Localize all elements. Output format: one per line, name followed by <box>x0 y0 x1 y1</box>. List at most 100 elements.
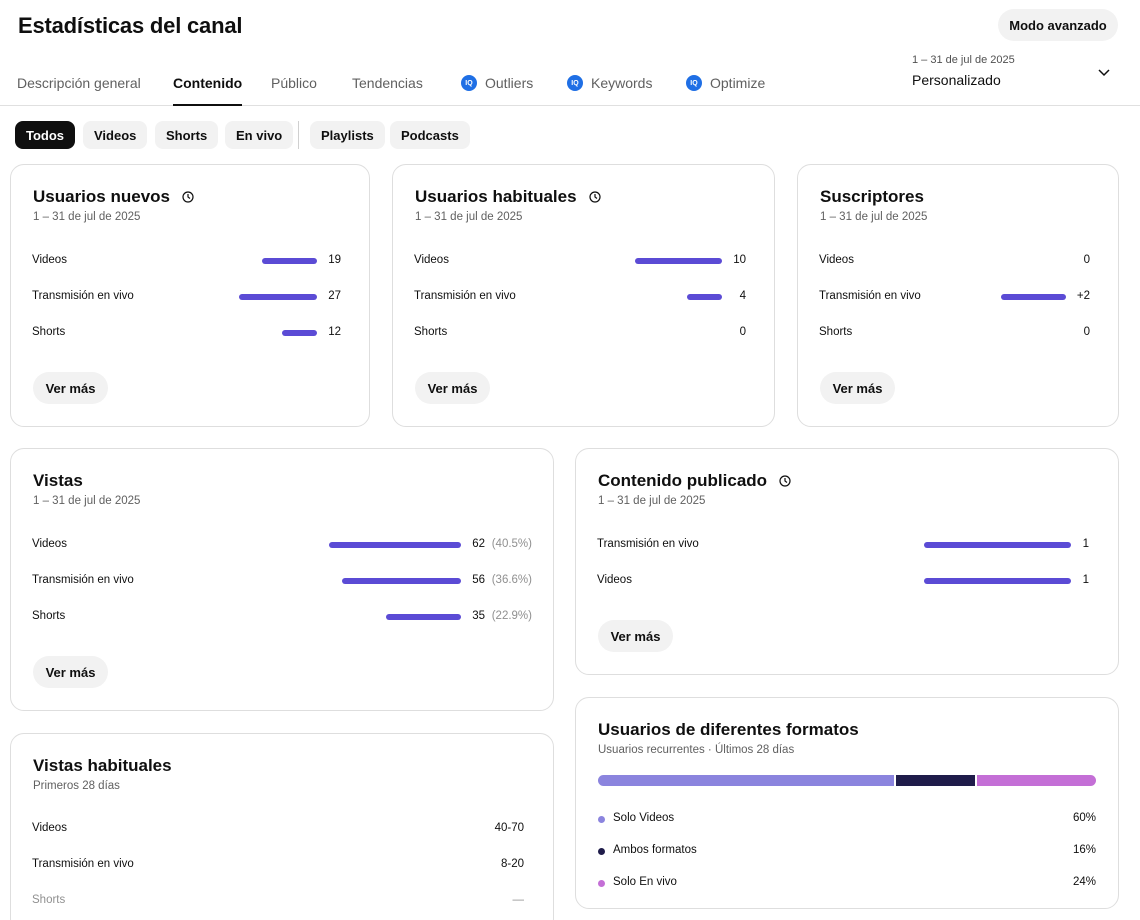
card-title: Vistas <box>33 471 83 491</box>
chip-en-vivo[interactable]: En vivo <box>225 121 294 149</box>
ver-mas-button[interactable]: Ver más <box>820 372 895 404</box>
legend-dot <box>598 848 605 855</box>
page-title: Estadísticas del canal <box>18 13 243 38</box>
card-title: Usuarios nuevos <box>33 187 194 207</box>
clock-icon <box>588 191 601 203</box>
row-label: Videos <box>32 254 67 266</box>
metric-bar <box>1001 294 1066 300</box>
metric-row: Transmisión en vivo +2 <box>819 290 1090 306</box>
chip-videos[interactable]: Videos <box>83 121 148 149</box>
row-value: 0 <box>1083 254 1090 266</box>
segment-ambos-formatos <box>896 775 975 786</box>
segment-solo-en-vivo <box>977 775 1096 786</box>
chip-playlists[interactable]: Playlists <box>310 121 385 149</box>
legend-label: Ambos formatos <box>613 844 697 856</box>
row-label: Videos <box>414 254 449 266</box>
tab-label: Descripción general <box>17 75 141 91</box>
row-label: Transmisión en vivo <box>819 290 921 302</box>
tab-label: Tendencias <box>352 75 423 91</box>
legend-label: Solo Videos <box>613 812 675 824</box>
metric-bar <box>329 542 461 548</box>
row-value: 0 <box>739 326 746 338</box>
legend-value: 16% <box>1072 844 1096 856</box>
row-label: Transmisión en vivo <box>32 290 134 302</box>
metric-bar <box>342 578 461 584</box>
card-usuarios-habituales: Usuarios habituales 1 – 31 de jul de 202… <box>392 164 775 427</box>
chip-shorts[interactable]: Shorts <box>155 121 219 149</box>
metric-row: Videos 19 <box>32 254 341 270</box>
iq-icon: IQ <box>461 75 477 91</box>
card-usuarios-nuevos: Usuarios nuevos 1 – 31 de jul de 2025 Vi… <box>10 164 370 427</box>
advanced-mode-button[interactable]: Modo avanzado <box>998 9 1118 41</box>
legend-row: Solo Videos 60% <box>598 812 1096 828</box>
ver-mas-button[interactable]: Ver más <box>415 372 490 404</box>
tab-tendencias[interactable]: Tendencias <box>352 62 423 106</box>
card-title: Usuarios de diferentes formatos <box>598 720 859 740</box>
row-value: 12 <box>328 326 341 338</box>
tab-optimize[interactable]: IQ Optimize <box>686 62 765 106</box>
tab-contenido[interactable]: Contenido <box>173 62 243 106</box>
card-title-text: Usuarios de diferentes formatos <box>598 720 859 739</box>
row-value: — <box>512 894 525 906</box>
row-value: 1 <box>1082 538 1089 550</box>
tab-label: Público <box>271 75 317 91</box>
tab-outliers[interactable]: IQ Outliers <box>461 62 533 106</box>
row-label: Shorts <box>414 326 448 338</box>
chip-podcasts[interactable]: Podcasts <box>390 121 470 149</box>
tab-bar: Descripción general Contenido Público Te… <box>0 62 1140 106</box>
card-subtitle: 1 – 31 de jul de 2025 <box>33 495 141 507</box>
row-percent: (40.5%) <box>491 538 532 550</box>
metric-row: Shorts 12 <box>32 326 341 342</box>
row-value: 40-70 <box>494 822 524 834</box>
ver-mas-button[interactable]: Ver más <box>33 656 108 688</box>
card-subtitle: Primeros 28 días <box>33 780 120 792</box>
row-label: Videos <box>32 538 67 550</box>
card-title: Vistas habituales <box>33 756 172 776</box>
legend-value: 60% <box>1072 812 1096 824</box>
card-contenido-publicado: Contenido publicado 1 – 31 de jul de 202… <box>575 448 1119 675</box>
row-label: Videos <box>597 574 632 586</box>
row-percent: (36.6%) <box>491 574 532 586</box>
metric-row: Transmisión en vivo 56 (36.6%) <box>32 574 532 590</box>
metric-row: Videos 40-70 <box>32 822 524 838</box>
metric-bar <box>924 578 1071 584</box>
legend-dot <box>598 880 605 887</box>
row-value: 35 <box>472 610 485 622</box>
metric-bar <box>239 294 317 300</box>
date-range-text: 1 – 31 de jul de 2025 <box>912 54 1015 66</box>
row-value: 0 <box>1083 326 1090 338</box>
chip-divider <box>298 121 299 149</box>
row-value: 8-20 <box>500 858 524 870</box>
row-value: +2 <box>1076 290 1090 302</box>
card-subtitle: 1 – 31 de jul de 2025 <box>820 211 928 223</box>
row-value: 19 <box>328 254 341 266</box>
row-value: 62 <box>472 538 485 550</box>
tab-descripcion-general[interactable]: Descripción general <box>17 62 141 106</box>
card-title-text: Contenido publicado <box>598 471 768 490</box>
card-usuarios-formatos: Usuarios de diferentes formatos Usuarios… <box>575 697 1119 909</box>
tab-publico[interactable]: Público <box>271 62 317 106</box>
card-title-text: Suscriptores <box>820 187 924 206</box>
metric-row: Transmisión en vivo 4 <box>414 290 746 306</box>
metric-bar <box>386 614 461 620</box>
metric-row: Transmisión en vivo 1 <box>597 538 1089 554</box>
metric-row: Videos 0 <box>819 254 1090 270</box>
row-label: Shorts <box>32 610 66 622</box>
card-subtitle: 1 – 31 de jul de 2025 <box>415 211 523 223</box>
metric-row: Shorts 0 <box>414 326 746 342</box>
date-range-selector[interactable]: 1 – 31 de jul de 2025 Personalizado <box>912 54 1015 88</box>
chip-todos[interactable]: Todos <box>15 121 76 149</box>
card-title-text: Vistas <box>33 471 83 490</box>
tab-keywords[interactable]: IQ Keywords <box>567 62 652 106</box>
chevron-down-icon[interactable] <box>1097 65 1111 79</box>
iq-icon: IQ <box>567 75 583 91</box>
card-vistas: Vistas 1 – 31 de jul de 2025 Videos 62 (… <box>10 448 554 711</box>
card-title-text: Vistas habituales <box>33 756 172 775</box>
row-value: 4 <box>739 290 746 302</box>
metric-bar <box>924 542 1071 548</box>
metric-row: Shorts 0 <box>819 326 1090 342</box>
ver-mas-button[interactable]: Ver más <box>33 372 108 404</box>
row-label: Transmisión en vivo <box>32 858 134 870</box>
ver-mas-button[interactable]: Ver más <box>598 620 673 652</box>
row-label: Videos <box>32 822 67 834</box>
